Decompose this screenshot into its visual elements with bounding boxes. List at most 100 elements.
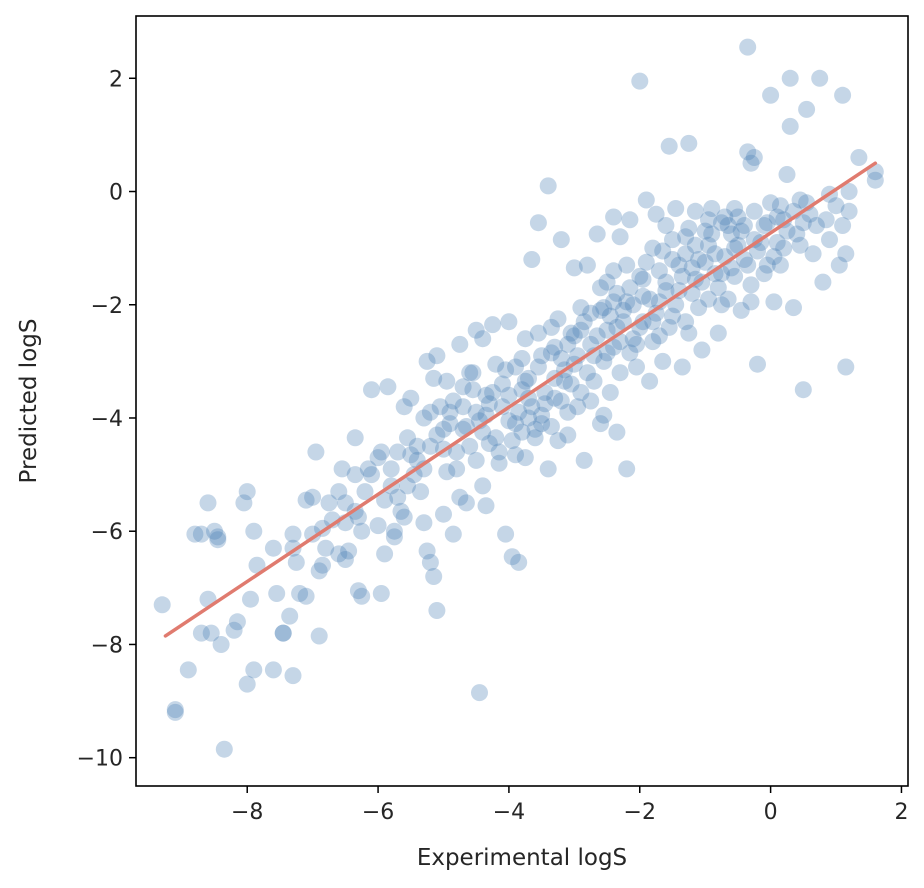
x-axis: −8 −6 −4 −2 0 2 xyxy=(231,786,908,825)
data-point xyxy=(735,217,753,234)
data-point xyxy=(601,384,619,401)
data-point xyxy=(670,256,688,274)
data-point xyxy=(212,636,230,653)
x-tick-label: −2 xyxy=(624,800,656,825)
data-point xyxy=(837,358,855,376)
data-point xyxy=(166,701,184,719)
data-point xyxy=(850,149,868,166)
data-point xyxy=(778,166,796,183)
data-point xyxy=(605,262,623,280)
data-point xyxy=(297,491,315,509)
data-point xyxy=(428,426,446,444)
data-point xyxy=(650,262,668,280)
data-point xyxy=(192,525,210,543)
data-point xyxy=(526,429,544,447)
data-point xyxy=(395,398,413,416)
data-point xyxy=(490,454,508,472)
data-point xyxy=(268,585,286,602)
data-point xyxy=(821,231,838,249)
data-point xyxy=(621,279,639,297)
data-point xyxy=(830,256,848,274)
data-point xyxy=(507,415,524,433)
data-point xyxy=(520,409,537,427)
data-point xyxy=(706,245,724,263)
data-point xyxy=(614,301,632,319)
data-point xyxy=(304,525,322,543)
data-point xyxy=(703,225,721,243)
data-point xyxy=(578,364,596,382)
data-point xyxy=(215,740,233,758)
data-point xyxy=(834,217,852,234)
data-point xyxy=(582,304,600,322)
data-point xyxy=(827,197,845,215)
y-tick-label: −4 xyxy=(91,407,123,432)
data-point xyxy=(330,483,348,501)
data-point xyxy=(765,293,783,311)
data-point xyxy=(837,245,855,263)
data-point xyxy=(382,460,400,478)
data-point xyxy=(477,497,495,515)
y-tick-label: −2 xyxy=(91,294,123,319)
y-tick-label: −8 xyxy=(91,633,123,658)
data-point xyxy=(274,624,292,642)
data-point xyxy=(435,420,452,438)
data-point xyxy=(575,451,593,469)
data-point xyxy=(608,423,626,441)
data-point xyxy=(562,324,580,342)
data-point xyxy=(749,355,766,373)
data-point xyxy=(788,225,806,243)
data-point xyxy=(428,347,446,365)
data-point xyxy=(457,494,475,512)
y-tick-label: −6 xyxy=(91,520,123,545)
data-point xyxy=(376,491,394,509)
data-point xyxy=(405,466,423,484)
data-point xyxy=(578,256,596,274)
data-point xyxy=(556,372,573,390)
data-point xyxy=(474,330,492,348)
data-point xyxy=(664,307,681,325)
data-point xyxy=(363,381,380,399)
data-point xyxy=(402,446,420,464)
data-point xyxy=(680,219,698,237)
data-point xyxy=(690,299,708,317)
data-point xyxy=(408,437,426,455)
data-point xyxy=(709,324,727,342)
data-point xyxy=(402,389,420,407)
data-point xyxy=(415,409,433,427)
data-point xyxy=(235,494,253,512)
data-point xyxy=(817,211,835,229)
data-point xyxy=(719,290,737,308)
data-point xyxy=(490,443,508,461)
data-point xyxy=(310,627,328,645)
data-point xyxy=(421,553,439,571)
data-point xyxy=(389,488,407,506)
data-point xyxy=(179,661,197,679)
data-point xyxy=(742,154,760,172)
data-point xyxy=(700,236,717,254)
data-point xyxy=(565,327,583,345)
data-point xyxy=(624,330,642,348)
data-point xyxy=(421,403,439,421)
data-point xyxy=(546,389,564,407)
data-point xyxy=(497,361,515,379)
data-point xyxy=(696,222,714,240)
data-point xyxy=(641,290,659,308)
data-point xyxy=(569,398,587,416)
data-point xyxy=(634,287,652,305)
data-point xyxy=(202,624,220,642)
data-point xyxy=(192,624,210,642)
data-point xyxy=(598,273,616,291)
data-point xyxy=(484,316,502,334)
data-point xyxy=(497,525,515,543)
data-point xyxy=(582,392,600,410)
x-tick-label: −8 xyxy=(231,800,263,825)
data-point xyxy=(644,239,662,257)
data-point xyxy=(346,429,364,447)
data-point xyxy=(650,327,668,345)
data-point xyxy=(448,443,466,461)
data-point xyxy=(552,231,570,249)
data-point xyxy=(536,395,554,413)
data-point xyxy=(588,225,606,243)
data-point xyxy=(614,313,632,331)
x-tick-label: −4 xyxy=(493,800,525,825)
